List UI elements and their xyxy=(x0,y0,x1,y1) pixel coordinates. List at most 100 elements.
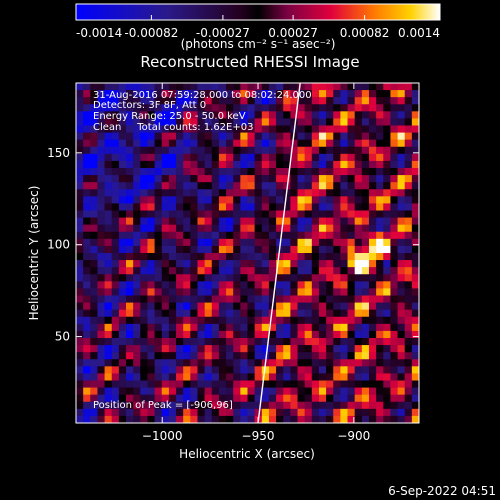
heatmap-cell xyxy=(154,125,163,133)
heatmap-cell xyxy=(333,146,341,155)
heatmap-cell xyxy=(197,217,205,225)
limb-line xyxy=(257,83,301,423)
heatmap-cell xyxy=(133,330,141,339)
heatmap-cell xyxy=(311,153,320,162)
heatmap-cell xyxy=(397,302,406,310)
heatmap-cell xyxy=(326,288,334,296)
heatmap-cell xyxy=(133,104,141,112)
heatmap-cell xyxy=(354,139,363,148)
heatmap-cell xyxy=(297,238,305,247)
heatmap-cell xyxy=(83,182,91,190)
heatmap-cell xyxy=(376,182,384,190)
heatmap-cell xyxy=(404,366,413,374)
heatmap-cell xyxy=(268,330,277,339)
heatmap-cell xyxy=(283,253,291,261)
heatmap-cell xyxy=(104,160,113,169)
heatmap-cell xyxy=(411,245,419,254)
heatmap-cell xyxy=(211,111,220,119)
heatmap-cell xyxy=(111,330,120,339)
heatmap-cell xyxy=(268,132,277,140)
heatmap-cell xyxy=(261,182,270,190)
heatmap-cell xyxy=(204,153,213,162)
heatmap-cell xyxy=(147,210,155,218)
heatmap-cell xyxy=(326,366,334,374)
heatmap-cell xyxy=(397,118,406,126)
heatmap-cell xyxy=(347,387,355,395)
heatmap-cell xyxy=(83,253,91,261)
heatmap-cell xyxy=(261,125,270,133)
heatmap-cell xyxy=(183,146,191,155)
heatmap-cell xyxy=(290,189,298,197)
heatmap-cell xyxy=(161,97,170,105)
heatmap-cell xyxy=(276,267,284,275)
heatmap-cell xyxy=(411,330,419,339)
heatmap-cell xyxy=(354,175,363,183)
heatmap-cell xyxy=(90,189,98,197)
heatmap-cell xyxy=(211,345,220,353)
heatmap-cell xyxy=(204,83,213,91)
heatmap-cell xyxy=(154,345,163,353)
heatmap-cell xyxy=(90,345,98,353)
heatmap-cell xyxy=(347,224,355,233)
heatmap-cell xyxy=(218,260,227,268)
heatmap-cell xyxy=(183,274,191,282)
heatmap-cell xyxy=(97,196,105,204)
heatmap-cell xyxy=(333,281,341,289)
heatmap-cell xyxy=(304,160,313,169)
heatmap-cell xyxy=(240,238,248,247)
heatmap-cell xyxy=(390,345,398,353)
heatmap-cell xyxy=(168,168,177,176)
heatmap-cell xyxy=(383,260,391,268)
heatmap-cell xyxy=(311,104,320,112)
heatmap-cell xyxy=(183,125,191,133)
heatmap-cell xyxy=(133,111,141,119)
heatmap-cell xyxy=(347,288,355,296)
heatmap-cell xyxy=(218,380,227,388)
heatmap-cell xyxy=(147,97,155,105)
heatmap-cell xyxy=(76,309,84,318)
heatmap-cell xyxy=(376,245,384,254)
heatmap-cell xyxy=(233,217,241,225)
heatmap-cell xyxy=(176,90,184,98)
heatmap-cell xyxy=(190,366,198,374)
heatmap-cell xyxy=(154,175,163,183)
heatmap-cell xyxy=(204,394,213,403)
heatmap-cell xyxy=(76,288,84,296)
heatmap-cell xyxy=(83,359,91,367)
heatmap-cell xyxy=(340,132,348,140)
heatmap-cell xyxy=(190,260,198,268)
heatmap-cell xyxy=(154,359,163,367)
heatmap-cell xyxy=(190,224,198,233)
heatmap-cell xyxy=(390,139,398,148)
heatmap-cell xyxy=(361,217,370,225)
heatmap-cell xyxy=(290,387,298,395)
heatmap-cell xyxy=(261,146,270,155)
heatmap-cell xyxy=(376,366,384,374)
heatmap-cell xyxy=(233,139,241,148)
heatmap-cell xyxy=(397,231,406,240)
heatmap-cell xyxy=(261,132,270,140)
heatmap-cell xyxy=(161,394,170,403)
heatmap-cell xyxy=(361,182,370,190)
heatmap-cell xyxy=(83,281,91,289)
heatmap-cell xyxy=(368,104,377,112)
heatmap-cell xyxy=(254,210,263,218)
heatmap-cell xyxy=(411,224,419,233)
heatmap-cell xyxy=(111,387,120,395)
heatmap-cell xyxy=(233,160,241,169)
heatmap-cell xyxy=(104,345,113,353)
heatmap-cell xyxy=(161,260,170,268)
heatmap-cell xyxy=(226,175,234,183)
heatmap-cell xyxy=(261,217,270,225)
heatmap-cell xyxy=(347,316,355,325)
heatmap-cell xyxy=(147,231,155,240)
heatmap-cell xyxy=(261,203,270,211)
heatmap-cell xyxy=(383,238,391,247)
heatmap-cell xyxy=(290,295,298,303)
heatmap-cell xyxy=(333,352,341,360)
heatmap-cell xyxy=(318,408,327,417)
heatmap-cell xyxy=(83,90,91,98)
heatmap-cell xyxy=(161,408,170,417)
heatmap-cell xyxy=(126,330,134,339)
heatmap-cell xyxy=(368,224,377,233)
